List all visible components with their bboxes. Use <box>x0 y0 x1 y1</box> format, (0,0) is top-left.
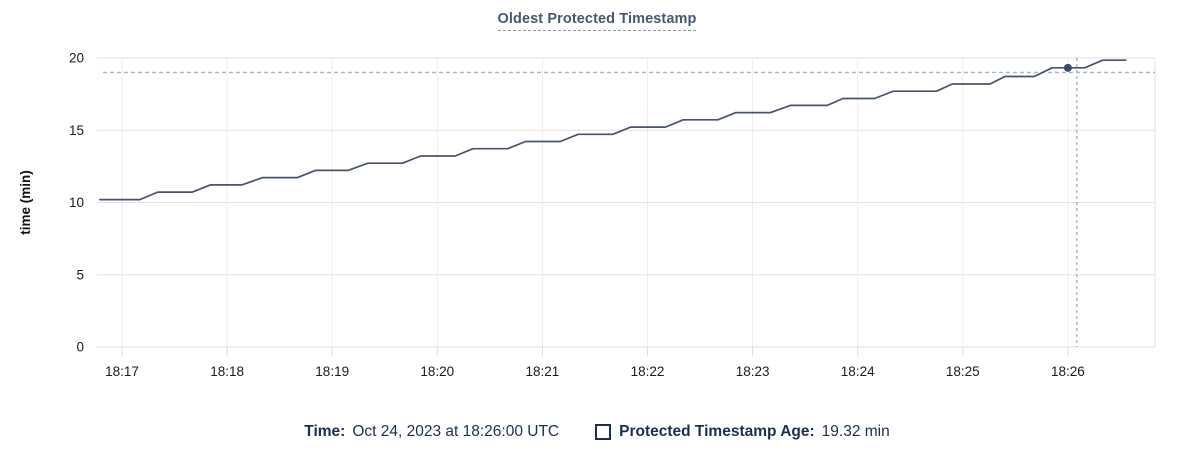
x-tick-label: 18:21 <box>526 364 560 379</box>
chart-header: Oldest Protected Timestamp <box>0 10 1194 31</box>
y-tick-label: 5 <box>76 267 84 282</box>
hover-time-value: Oct 24, 2023 at 18:26:00 UTC <box>352 423 560 440</box>
y-tick-label: 20 <box>69 51 84 66</box>
hover-time-label: Time: <box>304 423 346 440</box>
x-tick-label: 18:19 <box>315 364 349 379</box>
y-tick-label: 0 <box>76 340 84 355</box>
x-tick-label: 18:18 <box>210 364 244 379</box>
x-tick-label: 18:17 <box>105 364 139 379</box>
legend-series-label: Protected Timestamp Age: <box>619 423 815 440</box>
chart-plot-area[interactable]: 0 5 10 15 20 18:17 18:18 18:19 18:20 18:21 18:22 18… <box>0 0 1194 410</box>
y-tick-label: 10 <box>69 195 84 210</box>
x-tick-label: 18:22 <box>631 364 665 379</box>
x-tick-label: 18:20 <box>420 364 454 379</box>
x-tick-label: 18:24 <box>841 364 875 379</box>
x-tick-label: 18:25 <box>946 364 980 379</box>
chart-title[interactable]: Oldest Protected Timestamp <box>497 11 697 31</box>
series-line <box>99 59 1127 201</box>
x-tick-label: 18:26 <box>1051 364 1085 379</box>
chart-footer: Time: Oct 24, 2023 at 18:26:00 UTC Prote… <box>0 423 1194 441</box>
y-tick-label: 15 <box>69 123 84 138</box>
y-axis-title: time (min) <box>18 170 33 235</box>
legend-series-value: 19.32 min <box>821 423 890 440</box>
legend-item-protected-timestamp-age[interactable]: Protected Timestamp Age: 19.32 min <box>595 423 890 441</box>
hover-time-readout: Time: Oct 24, 2023 at 18:26:00 UTC <box>304 423 559 441</box>
legend-swatch-icon <box>595 424 612 440</box>
x-tick-label: 18:23 <box>736 364 770 379</box>
hover-point-dot <box>1063 63 1072 72</box>
